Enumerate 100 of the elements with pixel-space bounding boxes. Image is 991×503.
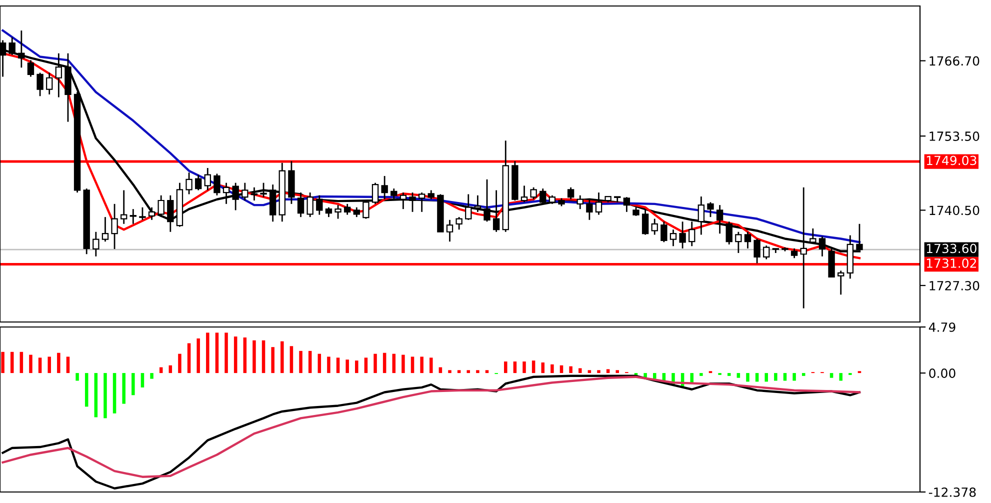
candlestick xyxy=(688,220,696,247)
bar xyxy=(66,356,70,374)
bar xyxy=(364,358,368,374)
bar xyxy=(76,373,79,381)
ref-line-label: 1749.03 xyxy=(926,156,976,166)
bar xyxy=(196,338,200,374)
bar xyxy=(374,354,377,374)
bar xyxy=(262,340,266,374)
bar xyxy=(578,368,582,374)
bar xyxy=(541,362,545,374)
bar xyxy=(243,337,247,374)
bar xyxy=(140,373,144,388)
bar xyxy=(112,373,116,414)
bar xyxy=(774,373,778,381)
candlestick xyxy=(642,208,649,236)
bar xyxy=(280,341,284,374)
candlestick xyxy=(372,182,379,205)
candlestick xyxy=(428,190,434,200)
bar xyxy=(308,350,312,374)
bar xyxy=(476,370,480,374)
y-tick-label: 0.00 xyxy=(929,368,956,378)
bar xyxy=(150,373,154,379)
candlestick xyxy=(660,220,668,243)
bar xyxy=(736,373,740,378)
bar xyxy=(168,365,172,374)
candlestick xyxy=(586,198,593,221)
candlestick xyxy=(306,192,314,218)
candlestick xyxy=(167,194,174,233)
candlestick xyxy=(530,186,537,200)
candlestick xyxy=(194,174,202,191)
candlestick xyxy=(204,167,211,191)
bar xyxy=(224,332,228,374)
ref-line-label: 1733.60 xyxy=(926,244,976,254)
candlestick xyxy=(456,216,462,230)
bar xyxy=(382,352,386,374)
candlestick xyxy=(670,228,677,247)
candlestick xyxy=(726,220,732,246)
bar xyxy=(522,362,526,374)
bar xyxy=(504,362,508,374)
candlestick xyxy=(381,175,388,200)
candlestick xyxy=(158,194,164,218)
candlestick xyxy=(492,190,500,233)
bar xyxy=(122,373,126,404)
bar xyxy=(57,352,60,374)
candlestick xyxy=(139,206,146,221)
candlestick xyxy=(344,203,351,216)
candlestick xyxy=(390,188,398,200)
candlestick xyxy=(595,192,602,216)
bar xyxy=(402,354,405,374)
candlestick xyxy=(400,192,407,210)
bar xyxy=(560,365,564,374)
candlestick xyxy=(707,202,714,218)
candlestick xyxy=(27,59,34,78)
bar xyxy=(588,370,592,374)
bar xyxy=(290,346,294,374)
bar xyxy=(839,373,842,381)
candlestick xyxy=(186,172,192,195)
bar xyxy=(336,358,340,374)
y-tick-label: 1727.30 xyxy=(930,280,980,290)
bar xyxy=(392,354,396,374)
bar xyxy=(178,354,182,374)
candlestick xyxy=(465,194,472,221)
bar xyxy=(318,354,322,374)
bar xyxy=(597,370,600,374)
candlestick xyxy=(651,218,658,236)
candlestick xyxy=(222,182,230,205)
candlestick xyxy=(316,194,323,216)
candlestick xyxy=(260,182,267,198)
bar xyxy=(10,352,14,374)
bar xyxy=(746,373,750,382)
candlestick xyxy=(744,231,752,250)
candlestick xyxy=(474,194,482,213)
candlestick xyxy=(520,184,528,203)
bar xyxy=(48,356,51,374)
bar xyxy=(187,343,191,374)
bar xyxy=(755,373,759,382)
bar xyxy=(132,373,135,396)
candlestick xyxy=(111,203,118,250)
ref-line-label: 1731.02 xyxy=(926,258,976,268)
y-tick-label: 1740.50 xyxy=(930,206,980,216)
bar xyxy=(606,369,610,374)
bar xyxy=(532,360,536,374)
candlestick xyxy=(838,270,844,296)
candlestick xyxy=(232,182,239,211)
candlestick xyxy=(446,219,454,242)
bar xyxy=(346,360,349,374)
candlestick xyxy=(250,186,258,202)
bar xyxy=(410,356,414,374)
candlestick xyxy=(540,188,546,205)
bar xyxy=(430,358,433,374)
bar xyxy=(206,332,210,374)
candlestick xyxy=(120,190,128,225)
candlestick xyxy=(334,204,342,220)
candlestick xyxy=(810,228,816,244)
bar xyxy=(234,336,238,374)
bar xyxy=(466,370,470,374)
bar xyxy=(485,370,489,374)
candlestick xyxy=(698,196,705,236)
candlestick xyxy=(148,206,156,221)
candlestick xyxy=(242,182,248,202)
